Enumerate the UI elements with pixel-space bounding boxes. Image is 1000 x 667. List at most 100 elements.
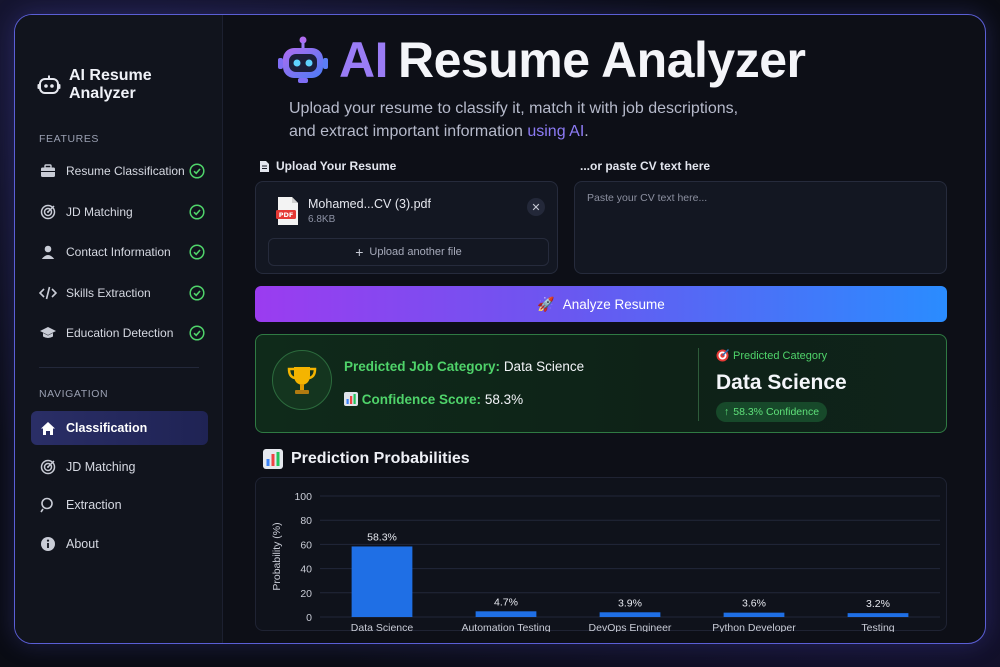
- analyze-resume-button[interactable]: 🚀 Analyze Resume: [255, 286, 947, 322]
- subtitle-line-1: Upload your resume to classify it, match…: [289, 100, 739, 117]
- paste-label: ...or paste CV text here: [580, 159, 711, 173]
- feature-label: Skills Extraction: [66, 286, 151, 300]
- bar-chart-icon: [344, 392, 358, 409]
- probabilities-title: Prediction Probabilities: [263, 449, 470, 469]
- trophy-icon: [272, 350, 332, 410]
- y-tick-label: 60: [300, 539, 312, 551]
- feature-education-detection: Education Detection: [39, 320, 205, 346]
- upload-another-label: Upload another file: [369, 246, 462, 258]
- x-tick-label: Testing: [861, 622, 894, 632]
- bar: [847, 613, 909, 617]
- x-tick-label: DevOps Engineer: [589, 622, 672, 632]
- search-icon: [39, 496, 57, 514]
- check-circle-icon: [189, 244, 205, 260]
- bar-chart-icon: [263, 449, 283, 469]
- confidence-key: Confidence Score:: [361, 392, 482, 407]
- main-content: AI Resume Analyzer Upload your resume to…: [223, 15, 985, 643]
- target-icon: [39, 458, 57, 476]
- y-tick-label: 20: [300, 588, 312, 600]
- page-subtitle: Upload your resume to classify it, match…: [289, 97, 809, 143]
- bar-value-label: 58.3%: [367, 531, 397, 543]
- nav-item-about[interactable]: About: [31, 527, 208, 561]
- subtitle-line-2: and extract important information: [289, 123, 528, 140]
- bar-value-label: 3.9%: [618, 597, 642, 609]
- nav-item-jd-matching[interactable]: JD Matching: [31, 450, 208, 484]
- category-value: Data Science: [503, 359, 585, 374]
- target-icon: [39, 203, 57, 221]
- uploaded-file: PDF Mohamed...CV (3).pdf 6.8KB: [276, 196, 431, 226]
- feature-skills-extraction: Skills Extraction: [39, 280, 205, 306]
- code-icon: [39, 284, 57, 302]
- bar-value-label: 3.6%: [742, 598, 766, 610]
- check-circle-icon: [189, 163, 205, 179]
- app-window: AI Resume Analyzer FEATURES Resume Class…: [14, 14, 986, 644]
- confidence-badge: ↑ 58.3% Confidence: [716, 402, 828, 422]
- home-icon: [39, 419, 57, 437]
- file-name: Mohamed...CV (3).pdf: [308, 197, 431, 211]
- nav-label: JD Matching: [66, 460, 136, 474]
- side-category-label: Predicted Category: [716, 349, 827, 362]
- bar: [723, 612, 785, 617]
- info-icon: [39, 535, 57, 553]
- feature-contact-information: Contact Information: [39, 239, 205, 265]
- check-circle-icon: [189, 285, 205, 301]
- feature-label: Contact Information: [66, 245, 171, 259]
- side-label-text: Predicted Category: [733, 349, 828, 362]
- probability-chart: 0 20 40 60 80 100 Probability (%) 58.3% Data Sci…: [255, 477, 947, 632]
- result-card: Predicted Job Category: Data Science Con…: [255, 334, 947, 433]
- confidence-badge-text: 58.3% Confidence: [733, 406, 820, 418]
- robot-icon: [278, 36, 328, 83]
- upload-label: Upload Your Resume: [259, 159, 396, 173]
- subtitle-highlight: using AI: [527, 123, 585, 140]
- robot-icon: [37, 75, 61, 94]
- check-circle-icon: [189, 204, 205, 220]
- bar-value-label: 4.7%: [494, 596, 518, 608]
- brand-label: AI Resume Analyzer: [68, 67, 152, 102]
- sidebar-brand: AI Resume Analyzer: [37, 67, 222, 103]
- graduation-cap-icon: [39, 324, 57, 342]
- analyze-button-label: Analyze Resume: [562, 296, 665, 312]
- pdf-file-icon: PDF: [276, 197, 298, 225]
- confidence-value: 58.3%: [484, 392, 524, 407]
- bar-value-label: 3.2%: [866, 598, 890, 610]
- upload-another-button[interactable]: + Upload another file: [268, 238, 549, 266]
- sidebar: AI Resume Analyzer FEATURES Resume Class…: [15, 15, 223, 643]
- file-size: 6.8KB: [308, 214, 336, 225]
- subtitle-end: .: [584, 123, 589, 140]
- confidence-line: Confidence Score: 58.3%: [344, 392, 523, 409]
- user-icon: [39, 243, 57, 261]
- nav-label: About: [66, 537, 99, 551]
- predicted-category-line: Predicted Job Category: Data Science: [344, 359, 584, 374]
- file-dropzone[interactable]: PDF Mohamed...CV (3).pdf 6.8KB ✕ + Uploa…: [255, 181, 558, 274]
- side-category-value: Data Science: [716, 371, 847, 394]
- nav-label: Extraction: [66, 498, 122, 512]
- x-tick-label: Python Developer: [712, 622, 796, 632]
- feature-label: JD Matching: [66, 205, 133, 219]
- y-tick-label: 80: [300, 515, 312, 527]
- x-tick-label: Data Science: [351, 622, 414, 632]
- title-rest: Resume Analyzer: [398, 32, 806, 88]
- y-tick-label: 0: [306, 612, 312, 624]
- feature-label: Resume Classification: [66, 164, 185, 178]
- category-key: Predicted Job Category:: [344, 359, 501, 374]
- x-tick-label: Automation Testing: [461, 622, 550, 632]
- nav-item-classification[interactable]: Classification: [31, 411, 208, 445]
- bar: [351, 546, 413, 617]
- navigation-label: NAVIGATION: [39, 388, 109, 400]
- svg-text:PDF: PDF: [279, 211, 294, 219]
- bar: [599, 612, 661, 617]
- cv-text-input[interactable]: [574, 181, 947, 274]
- result-divider: [698, 348, 699, 421]
- bar: [475, 611, 537, 617]
- nav-label: Classification: [66, 421, 148, 435]
- title-ai: AI: [339, 32, 389, 88]
- dart-target-icon: [716, 349, 729, 362]
- remove-file-button[interactable]: ✕: [527, 198, 545, 216]
- arrow-up-icon: ↑: [724, 406, 730, 418]
- nav-item-extraction[interactable]: Extraction: [31, 488, 208, 522]
- rocket-icon: 🚀: [537, 295, 555, 312]
- probabilities-title-text: Prediction Probabilities: [291, 450, 470, 467]
- bar-chart: 0 20 40 60 80 100 Probability (%) 58.3% Data Sci…: [271, 491, 940, 632]
- document-icon: [260, 160, 269, 172]
- y-axis-label: Probability (%): [271, 522, 283, 590]
